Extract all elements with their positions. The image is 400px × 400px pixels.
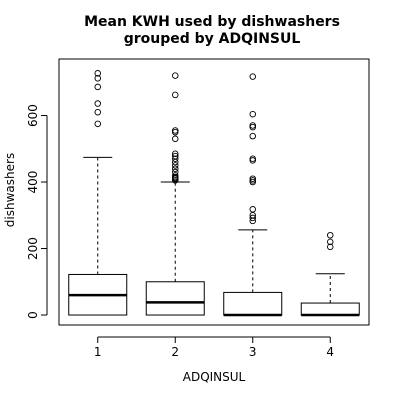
box-4 [300, 231, 360, 317]
outlier-point [249, 175, 256, 182]
plot-frame [58, 58, 370, 326]
outlier-point [171, 168, 179, 176]
outlier-point [327, 231, 334, 239]
x-tick-label: 3 [249, 345, 257, 359]
outlier-point [94, 100, 101, 107]
box-iqr [223, 291, 283, 316]
y-axis-label: dishwashers [3, 153, 17, 227]
outlier-point [249, 155, 256, 162]
outlier-point [249, 177, 256, 184]
outlier-point [94, 75, 101, 82]
outlier-point [249, 132, 256, 140]
box-1 [68, 70, 128, 316]
outlier-point [171, 127, 179, 134]
outlier-point [327, 243, 334, 251]
outlier-point [171, 173, 179, 181]
outlier-point [94, 70, 101, 77]
outlier-point [171, 135, 179, 143]
x-axis: 1 2 3 4 [94, 336, 334, 359]
box-iqr [145, 281, 205, 316]
x-tick-label: 2 [171, 345, 179, 359]
y-axis: 0 200 400 600 [26, 104, 48, 319]
outlier-point [249, 73, 256, 80]
outlier-point [171, 91, 179, 99]
outlier-point [94, 83, 101, 91]
x-tick-label: 4 [326, 345, 334, 359]
outlier-point [171, 172, 179, 179]
outlier-point [171, 177, 179, 184]
x-axis-label: ADQINSUL [183, 370, 246, 384]
x-tick-label: 1 [94, 345, 102, 359]
y-tick-label: 0 [26, 311, 40, 319]
outlier-point [249, 157, 256, 164]
outlier-point [249, 214, 256, 222]
outlier-point [171, 128, 179, 136]
outlier-point [94, 120, 101, 128]
outlier-point [171, 165, 179, 172]
box-3 [223, 73, 283, 317]
outlier-point [94, 108, 101, 116]
outlier-point [249, 206, 256, 213]
outlier-point [171, 162, 179, 169]
y-tick-label: 200 [26, 237, 40, 260]
outlier-point [249, 122, 256, 129]
outlier-point [327, 238, 334, 246]
outlier-point [171, 152, 179, 160]
y-tick-label: 600 [26, 104, 40, 127]
outlier-point [249, 178, 256, 186]
outlier-point [171, 72, 179, 79]
y-tick-label: 400 [26, 171, 40, 194]
box-iqr [300, 302, 360, 316]
outlier-point [171, 155, 179, 162]
chart-title-line-2: grouped by ADQINSUL [124, 31, 301, 47]
chart-title-line-1: Mean KWH used by dishwashers [84, 14, 340, 30]
outlier-point [249, 123, 256, 131]
box-series [68, 70, 360, 317]
outlier-point [171, 150, 179, 158]
outlier-point [249, 110, 256, 118]
box-2 [145, 72, 205, 316]
